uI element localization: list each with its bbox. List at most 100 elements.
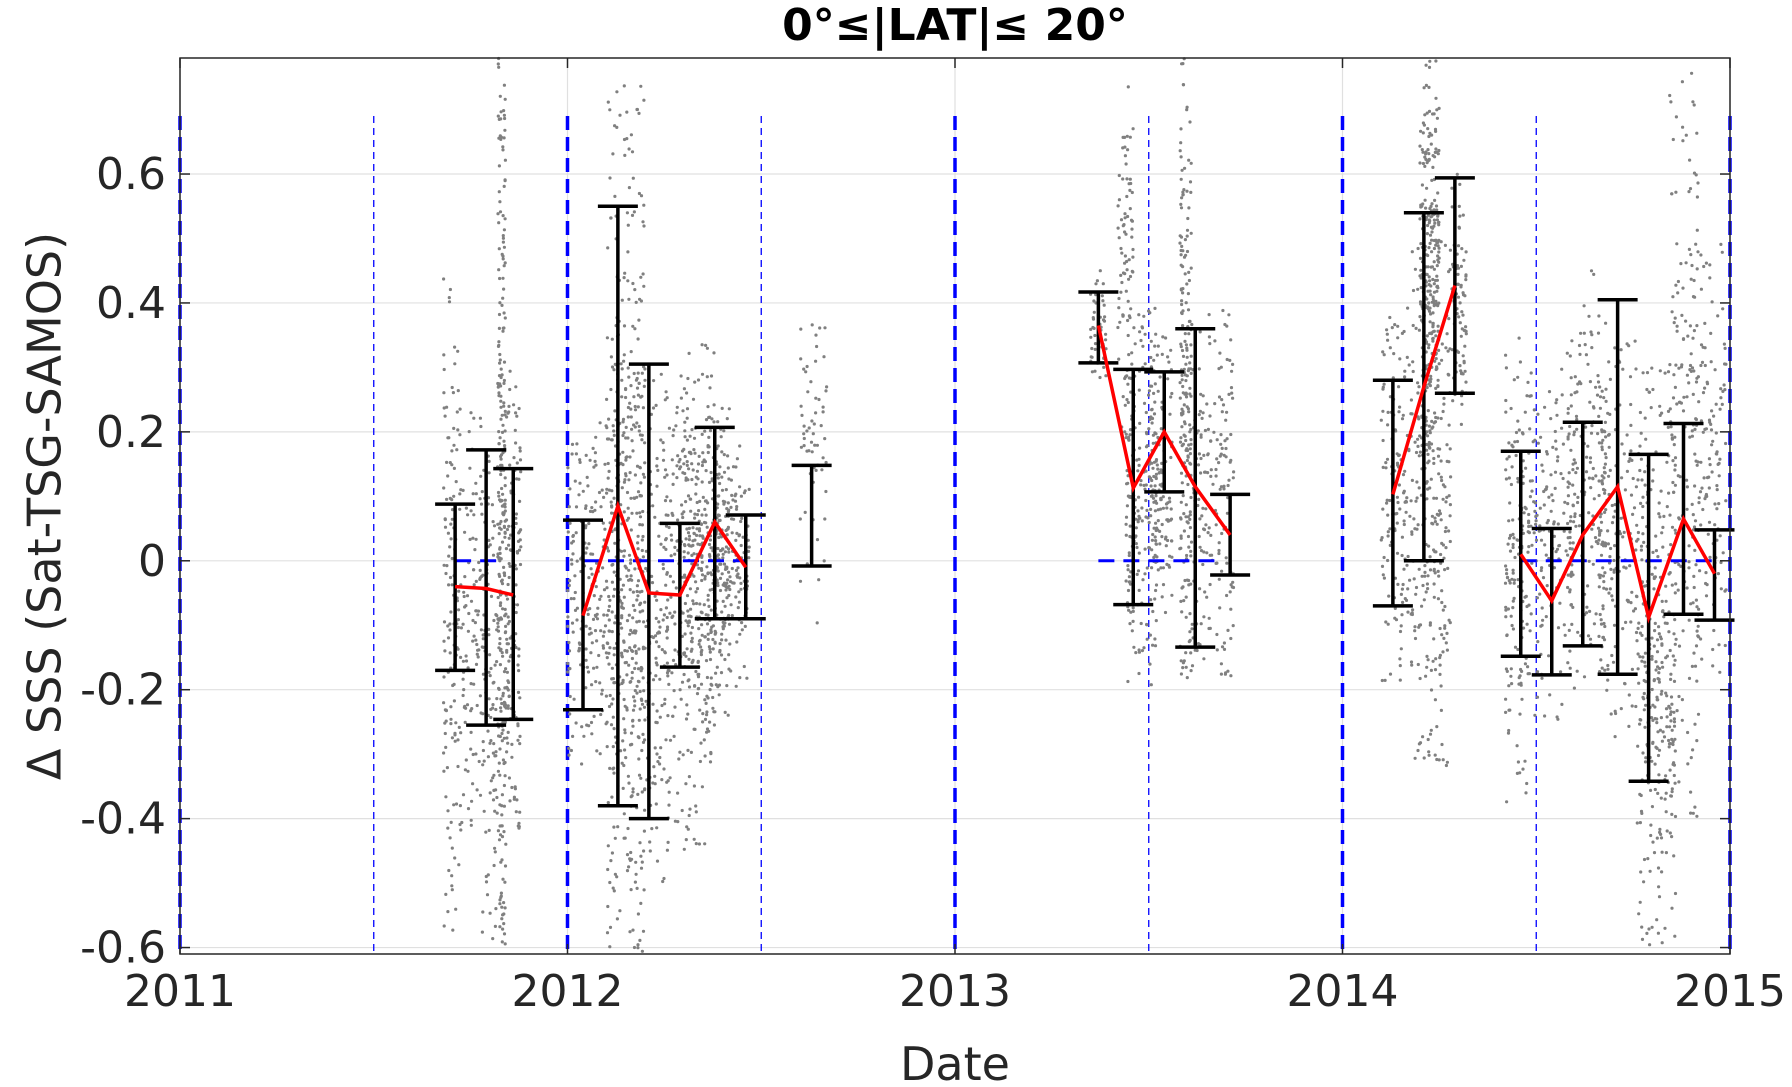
scatter-point xyxy=(1413,625,1417,629)
scatter-point xyxy=(820,468,824,472)
scatter-point xyxy=(1641,655,1645,659)
scatter-point xyxy=(1692,369,1696,373)
scatter-point xyxy=(807,426,811,430)
scatter-point xyxy=(694,810,698,814)
scatter-point xyxy=(730,517,734,521)
scatter-point xyxy=(477,759,481,764)
scatter-point xyxy=(1594,612,1598,616)
scatter-point xyxy=(1181,391,1185,395)
scatter-point xyxy=(1568,519,1573,523)
scatter-point xyxy=(1562,623,1566,627)
scatter-point xyxy=(570,452,574,456)
scatter-point xyxy=(612,825,616,829)
scatter-point xyxy=(1533,713,1537,717)
scatter-point xyxy=(815,443,820,447)
scatter-point xyxy=(1505,633,1509,638)
scatter-point xyxy=(499,601,503,605)
scatter-point xyxy=(642,98,646,102)
scatter-point xyxy=(621,583,626,587)
scatter-point xyxy=(1102,319,1107,323)
scatter-point xyxy=(1100,294,1104,298)
scatter-point xyxy=(1456,350,1461,354)
scatter-point xyxy=(613,541,617,545)
scatter-point xyxy=(1430,419,1434,423)
scatter-point xyxy=(1511,518,1515,522)
scatter-point xyxy=(1631,512,1635,517)
scatter-point xyxy=(685,703,689,707)
scatter-point xyxy=(486,729,490,733)
scatter-point xyxy=(1142,314,1146,318)
scatter-point xyxy=(641,472,646,476)
scatter-point xyxy=(1638,900,1642,904)
scatter-point xyxy=(622,359,626,363)
scatter-point xyxy=(690,625,695,630)
scatter-point xyxy=(1155,501,1159,505)
scatter-point xyxy=(1419,268,1423,272)
scatter-point xyxy=(1602,638,1607,642)
scatter-point xyxy=(671,714,675,718)
scatter-point xyxy=(1388,527,1392,531)
scatter-point xyxy=(631,790,635,794)
scatter-point xyxy=(1655,695,1659,699)
scatter-point xyxy=(1182,529,1186,533)
scatter-point xyxy=(1156,519,1160,523)
scatter-point xyxy=(704,418,709,422)
scatter-point xyxy=(631,324,635,328)
scatter-point xyxy=(1693,722,1697,726)
scatter-point xyxy=(448,545,452,549)
scatter-point xyxy=(601,634,606,638)
scatter-point xyxy=(1420,148,1424,152)
scatter-point xyxy=(515,798,519,802)
scatter-point xyxy=(734,595,738,599)
scatter-point xyxy=(1189,343,1193,347)
scatter-point xyxy=(471,782,475,786)
scatter-point xyxy=(461,677,465,681)
scatter-point xyxy=(1651,479,1655,483)
scatter-point xyxy=(1673,435,1677,439)
scatter-point xyxy=(640,538,644,542)
scatter-point xyxy=(1427,109,1432,113)
scatter-point xyxy=(1504,615,1508,619)
scatter-point xyxy=(608,693,612,698)
scatter-point xyxy=(1398,405,1402,409)
scatter-point xyxy=(1169,507,1173,511)
scatter-point xyxy=(500,582,505,586)
scatter-point xyxy=(1518,712,1522,716)
scatter-point xyxy=(1628,457,1632,461)
scatter-point xyxy=(463,575,467,579)
scatter-point xyxy=(1626,600,1630,604)
scatter-point xyxy=(1695,739,1699,743)
scatter-point xyxy=(1168,412,1172,416)
scatter-point xyxy=(1154,542,1158,546)
scatter-point xyxy=(1156,568,1160,572)
scatter-point xyxy=(1691,811,1695,815)
scatter-point xyxy=(1156,467,1160,471)
scatter-point xyxy=(605,586,609,590)
scatter-point xyxy=(456,738,460,742)
scatter-point xyxy=(643,600,647,604)
scatter-point xyxy=(1554,550,1558,554)
scatter-point xyxy=(469,747,473,751)
scatter-point xyxy=(1643,416,1647,420)
scatter-point xyxy=(686,712,690,716)
scatter-point xyxy=(675,539,679,543)
scatter-point xyxy=(1437,238,1441,242)
scatter-point xyxy=(720,488,725,492)
scatter-point xyxy=(1623,681,1627,686)
scatter-point xyxy=(1517,676,1521,680)
scatter-point xyxy=(1535,596,1539,600)
scatter-point xyxy=(1464,278,1468,282)
scatter-point xyxy=(463,768,467,772)
scatter-point xyxy=(628,646,632,650)
scatter-point xyxy=(685,391,689,395)
scatter-point xyxy=(1639,501,1643,505)
scatter-point xyxy=(629,680,633,684)
scatter-point xyxy=(469,823,473,827)
scatter-point xyxy=(718,588,723,593)
scatter-point xyxy=(736,606,740,610)
scatter-point xyxy=(708,538,713,542)
scatter-point xyxy=(1148,633,1152,637)
scatter-point xyxy=(723,500,727,504)
scatter-point xyxy=(664,547,668,552)
scatter-point xyxy=(489,779,493,783)
